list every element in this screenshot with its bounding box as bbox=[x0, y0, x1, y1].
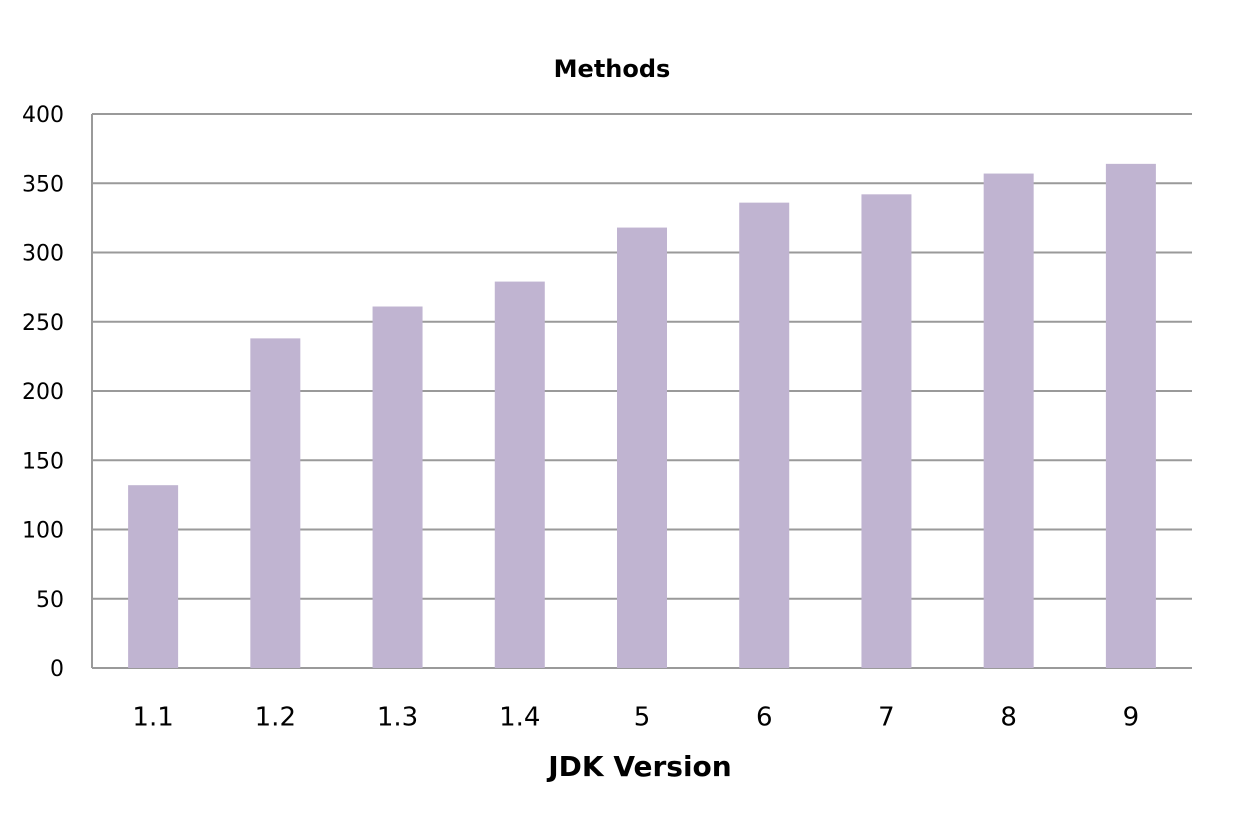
chart-title: Methods bbox=[554, 55, 671, 83]
bar bbox=[861, 194, 912, 668]
y-tick-label: 350 bbox=[22, 172, 64, 197]
y-tick-label: 300 bbox=[22, 242, 64, 267]
bar bbox=[739, 202, 790, 668]
y-tick-label: 250 bbox=[22, 311, 64, 336]
x-tick-label: 6 bbox=[756, 703, 773, 733]
x-tick-label: 1.2 bbox=[255, 703, 296, 733]
x-tick-label: 1.3 bbox=[377, 703, 418, 733]
bar bbox=[617, 227, 667, 668]
bar bbox=[372, 306, 423, 668]
x-tick-label: 9 bbox=[1123, 703, 1140, 733]
bar bbox=[1105, 163, 1156, 669]
x-tick-label: 7 bbox=[878, 703, 895, 733]
bar bbox=[250, 338, 301, 668]
y-tick-label: 150 bbox=[22, 449, 64, 474]
x-tick-label: 8 bbox=[1000, 703, 1017, 733]
bar bbox=[983, 173, 1034, 668]
x-axis-label: JDK Version bbox=[546, 750, 731, 783]
y-tick-label: 200 bbox=[22, 380, 64, 405]
x-tick-label: 1.1 bbox=[132, 703, 173, 733]
x-tick-label: 1.4 bbox=[499, 703, 540, 733]
y-tick-label: 50 bbox=[36, 588, 64, 613]
bar bbox=[494, 281, 545, 668]
y-tick-label: 100 bbox=[22, 519, 64, 544]
y-tick-label: 0 bbox=[50, 657, 64, 682]
bar bbox=[128, 485, 179, 668]
x-tick-label: 5 bbox=[634, 703, 651, 733]
y-tick-label: 400 bbox=[22, 103, 64, 128]
